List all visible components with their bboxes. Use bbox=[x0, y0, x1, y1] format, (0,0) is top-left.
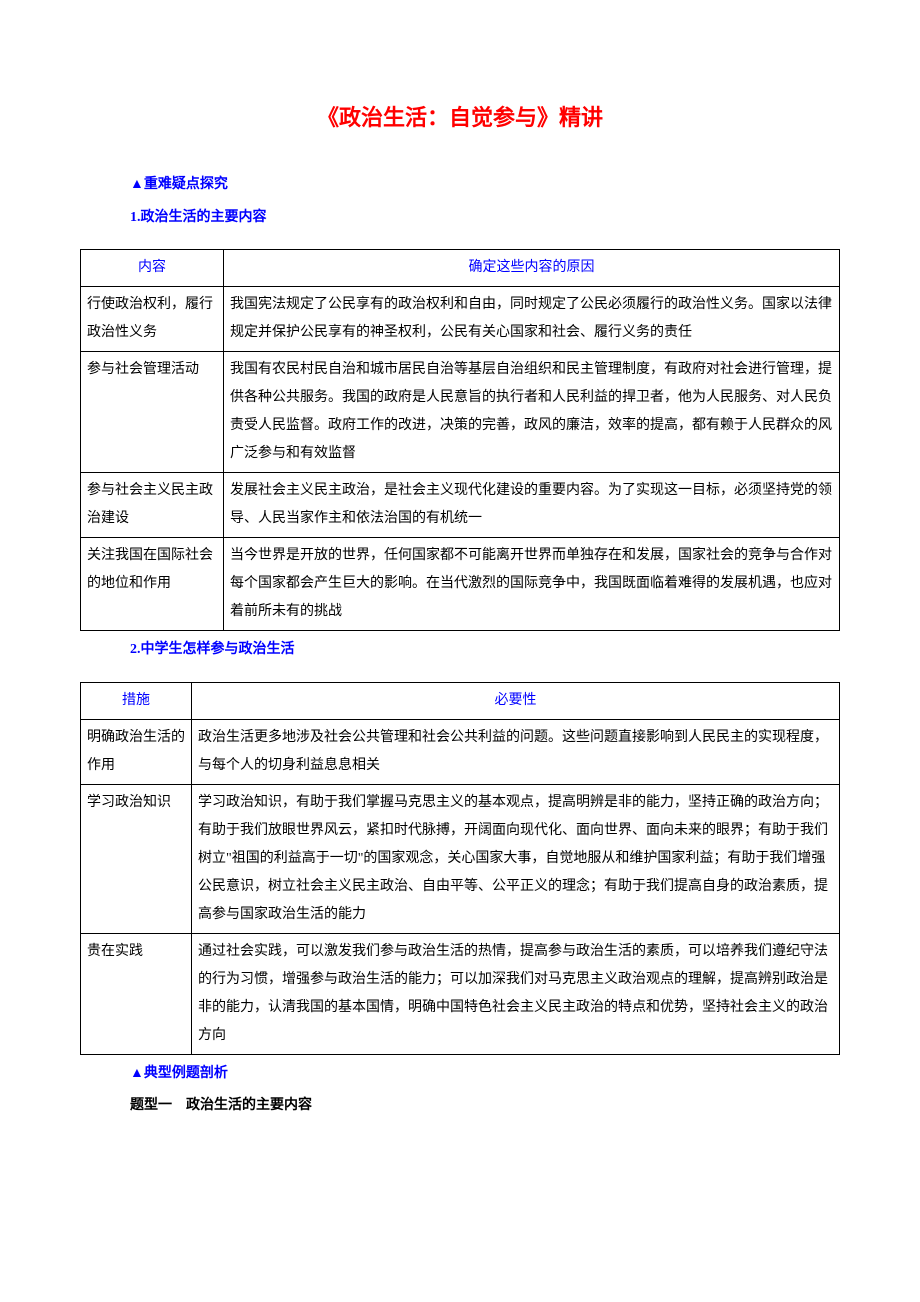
table-row: 明确政治生活的作用 政治生活更多地涉及社会公共管理和社会公共利益的问题。这些问题… bbox=[81, 719, 840, 784]
table-header-row: 措施 必要性 bbox=[81, 682, 840, 719]
table-cell: 我国有农民村民自治和城市居民自治等基层自治组织和民主管理制度，有政府对社会进行管… bbox=[224, 352, 840, 473]
table-row: 参与社会主义民主政治建设 发展社会主义民主政治，是社会主义现代化建设的重要内容。… bbox=[81, 473, 840, 538]
table-header-necessity: 必要性 bbox=[192, 682, 840, 719]
table-student-participation: 措施 必要性 明确政治生活的作用 政治生活更多地涉及社会公共管理和社会公共利益的… bbox=[80, 682, 840, 1055]
table-header-content: 内容 bbox=[81, 250, 224, 287]
subheading-content-1: 1.政治生活的主要内容 bbox=[130, 205, 840, 232]
table-cell: 学习政治知识，有助于我们掌握马克思主义的基本观点，提高明辨是非的能力，坚持正确的… bbox=[192, 784, 840, 933]
section-heading-difficulties: ▲重难疑点探究 bbox=[130, 172, 840, 199]
table-cell: 行使政治权利，履行政治性义务 bbox=[81, 287, 224, 352]
table-row: 关注我国在国际社会的地位和作用 当今世界是开放的世界，任何国家都不可能离开世界而… bbox=[81, 538, 840, 631]
table-political-content: 内容 确定这些内容的原因 行使政治权利，履行政治性义务 我国宪法规定了公民享有的… bbox=[80, 249, 840, 631]
table-header-row: 内容 确定这些内容的原因 bbox=[81, 250, 840, 287]
section-heading-examples: ▲典型例题剖析 bbox=[130, 1061, 840, 1088]
table-cell: 政治生活更多地涉及社会公共管理和社会公共利益的问题。这些问题直接影响到人民民主的… bbox=[192, 719, 840, 784]
table-cell: 参与社会主义民主政治建设 bbox=[81, 473, 224, 538]
subheading-question-type: 题型一 政治生活的主要内容 bbox=[130, 1093, 840, 1120]
table-cell: 关注我国在国际社会的地位和作用 bbox=[81, 538, 224, 631]
table-cell: 学习政治知识 bbox=[81, 784, 192, 933]
table-cell: 贵在实践 bbox=[81, 933, 192, 1054]
table-cell: 当今世界是开放的世界，任何国家都不可能离开世界而单独存在和发展，国家社会的竞争与… bbox=[224, 538, 840, 631]
table-cell: 我国宪法规定了公民享有的政治权利和自由，同时规定了公民必须履行的政治性义务。国家… bbox=[224, 287, 840, 352]
table-row: 贵在实践 通过社会实践，可以激发我们参与政治生活的热情，提高参与政治生活的素质，… bbox=[81, 933, 840, 1054]
table-cell: 发展社会主义民主政治，是社会主义现代化建设的重要内容。为了实现这一目标，必须坚持… bbox=[224, 473, 840, 538]
table-row: 行使政治权利，履行政治性义务 我国宪法规定了公民享有的政治权利和自由，同时规定了… bbox=[81, 287, 840, 352]
table-cell: 参与社会管理活动 bbox=[81, 352, 224, 473]
table-cell: 明确政治生活的作用 bbox=[81, 719, 192, 784]
table-cell: 通过社会实践，可以激发我们参与政治生活的热情，提高参与政治生活的素质，可以培养我… bbox=[192, 933, 840, 1054]
subheading-content-2: 2.中学生怎样参与政治生活 bbox=[130, 637, 840, 664]
table-row: 学习政治知识 学习政治知识，有助于我们掌握马克思主义的基本观点，提高明辨是非的能… bbox=[81, 784, 840, 933]
table-header-reason: 确定这些内容的原因 bbox=[224, 250, 840, 287]
document-title: 《政治生活：自觉参与》精讲 bbox=[80, 100, 840, 132]
table-row: 参与社会管理活动 我国有农民村民自治和城市居民自治等基层自治组织和民主管理制度，… bbox=[81, 352, 840, 473]
document-page: 《政治生活：自觉参与》精讲 ▲重难疑点探究 1.政治生活的主要内容 内容 确定这… bbox=[0, 0, 920, 1186]
table-header-measure: 措施 bbox=[81, 682, 192, 719]
